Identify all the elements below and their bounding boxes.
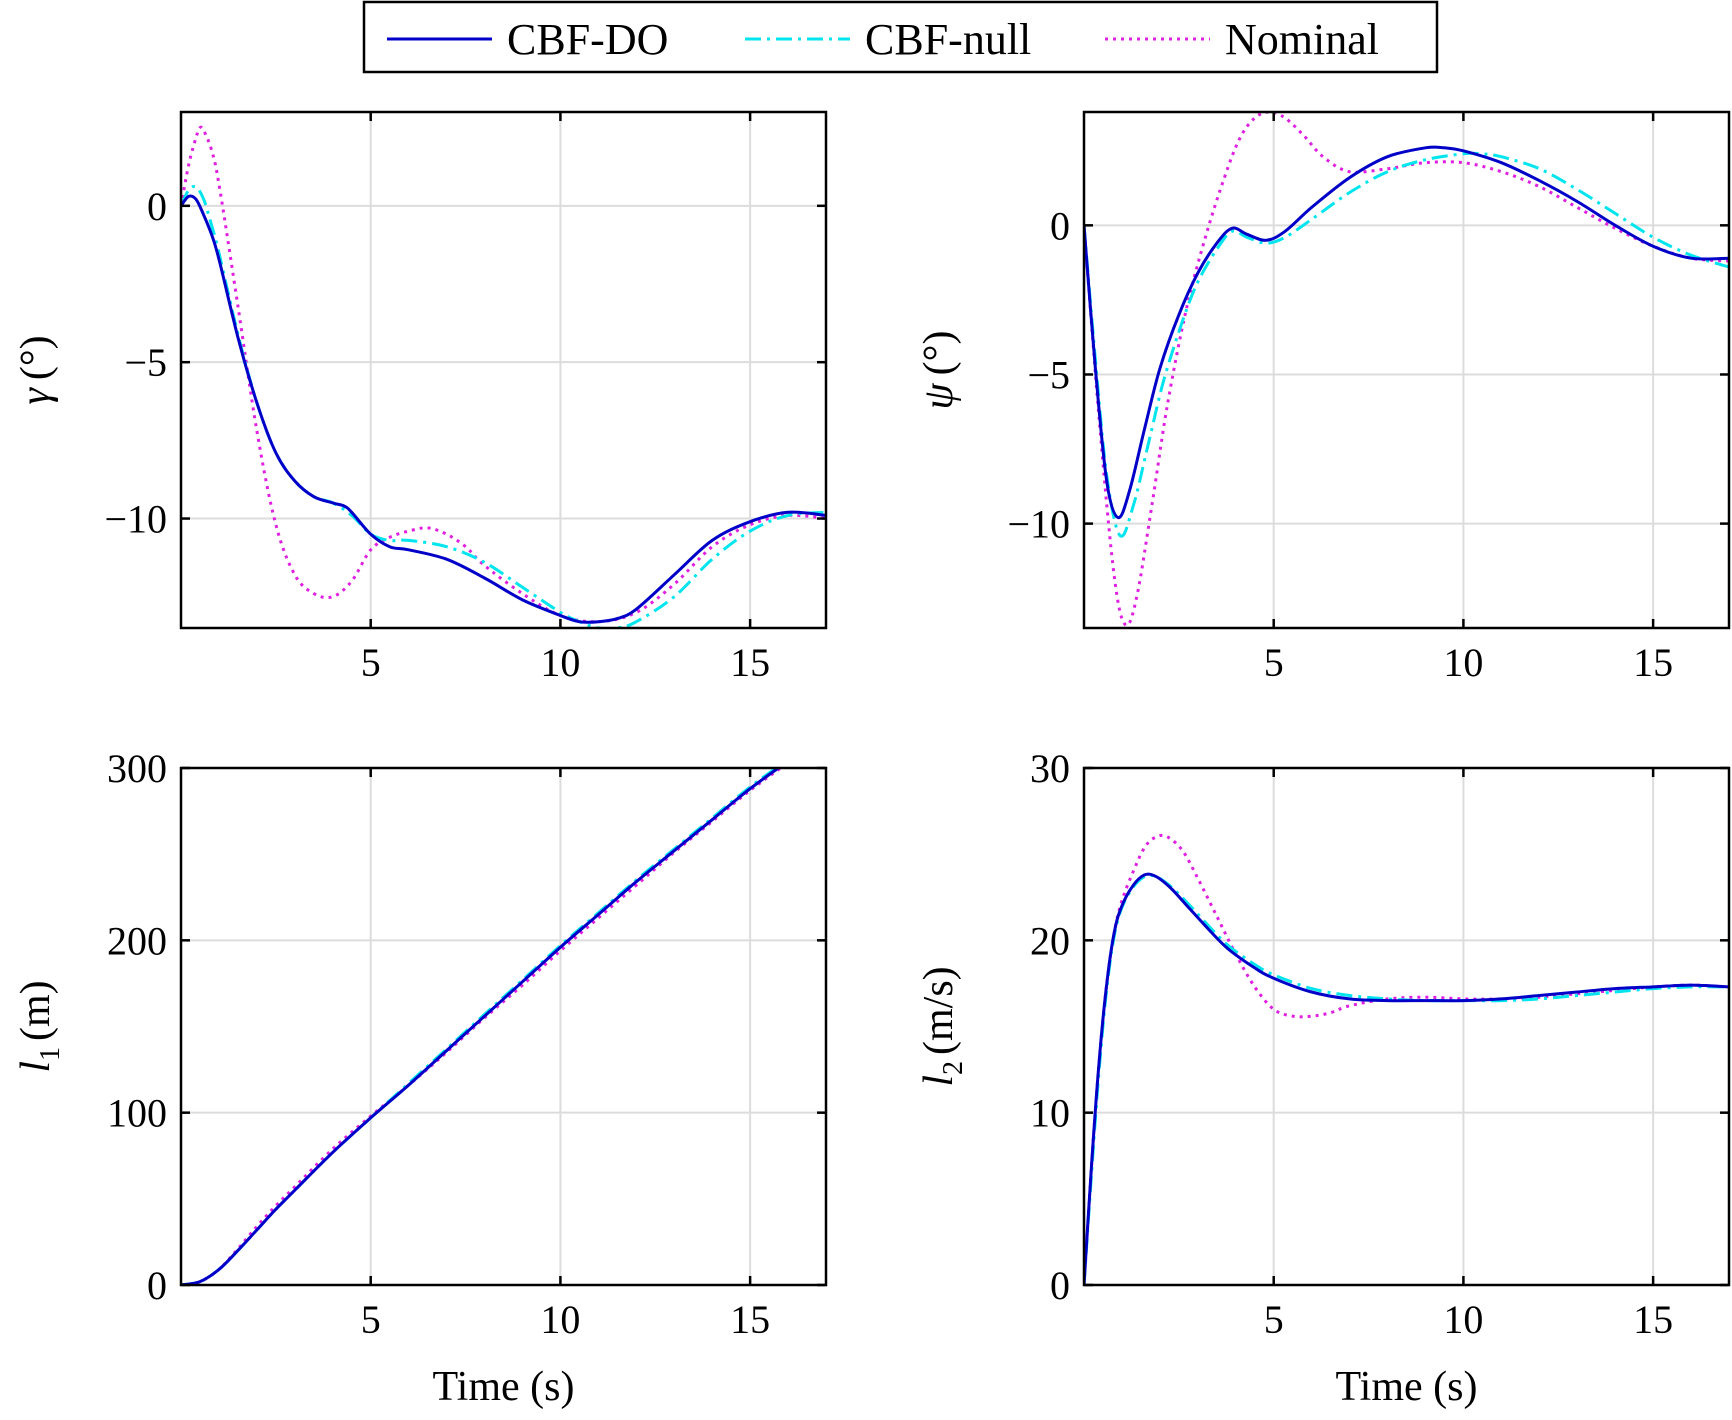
plot-frame: [179, 110, 828, 630]
x-tick-label-0: 5: [1264, 1297, 1284, 1342]
plot-area: [181, 112, 826, 628]
plot-frame: [1082, 110, 1731, 630]
series-line-nominal: [181, 125, 826, 624]
y-axis-label-unit: (m/s): [916, 966, 962, 1055]
y-axis-label: ψ (°): [916, 331, 962, 410]
y-tick-label-0: 0: [147, 184, 167, 229]
x-tick-label-2: 15: [730, 1297, 770, 1342]
y-tick-label-0: 0: [1050, 1263, 1070, 1308]
panel-psi: 5 10 15 0 −5 −10 ψ (°): [916, 110, 1731, 685]
y-tick-label-2: −10: [1007, 502, 1070, 547]
plot-area: [1084, 112, 1729, 628]
panel-l1: 5 10 15 0 100 200 300 l1 (m) Time (s): [13, 746, 828, 1410]
x-tick-label-0: 5: [361, 640, 381, 685]
legend-label-0: CBF-DO: [507, 15, 668, 64]
series-line-cbf-null: [1084, 873, 1729, 1285]
y-axis-label: l1 (m): [13, 980, 66, 1072]
x-tick-label-2: 15: [1633, 1297, 1673, 1342]
y-axis-label-symbol: l: [916, 1075, 962, 1087]
y-tick-label-1: 100: [107, 1091, 167, 1136]
y-axis-label: γ (°): [13, 335, 59, 404]
y-tick-label-2: −10: [104, 497, 167, 542]
plot-frame: [179, 766, 828, 1287]
y-axis-label-subscript: 1: [35, 1047, 66, 1061]
y-axis-label-subscript: 2: [938, 1061, 969, 1075]
y-axis-label-symbol: ψ: [916, 382, 962, 409]
plot-area: [181, 768, 826, 1285]
series-line-nominal: [1084, 112, 1729, 627]
y-axis-label: l2 (m/s): [916, 966, 969, 1086]
x-axis-label: Time (s): [433, 1364, 575, 1410]
y-tick-label-0: 0: [1050, 203, 1070, 248]
x-tick-label-1: 10: [1443, 1297, 1483, 1342]
y-tick-label-0: 0: [147, 1263, 167, 1308]
y-tick-label-3: 30: [1030, 746, 1070, 791]
y-tick-label-1: 10: [1030, 1091, 1070, 1136]
plot-frame: [1082, 766, 1731, 1287]
x-tick-label-2: 15: [1633, 640, 1673, 685]
panel-gamma: 5 10 15 0 −5 −10 γ (°): [13, 110, 828, 685]
x-tick-label-0: 5: [1264, 640, 1284, 685]
series-line-cbf-do: [1084, 872, 1729, 1285]
series-line-cbf-do: [181, 768, 782, 1285]
y-tick-label-3: 300: [107, 746, 167, 791]
y-axis-label-symbol: l: [13, 1061, 59, 1073]
y-tick-label-1: −5: [124, 340, 167, 385]
y-tick-label-1: −5: [1027, 352, 1070, 397]
x-tick-label-1: 10: [1443, 640, 1483, 685]
legend-label-1: CBF-null: [865, 15, 1031, 64]
x-tick-label-1: 10: [540, 1297, 580, 1342]
series-line-cbf-null: [1084, 151, 1729, 538]
x-tick-label-0: 5: [361, 1297, 381, 1342]
plot-area: [1084, 768, 1729, 1285]
y-axis-label-unit: (m): [13, 980, 59, 1041]
panel-l2: 5 10 15 0 10 20 30 l2 (m/s) Time (s): [916, 746, 1731, 1410]
y-tick-label-2: 20: [1030, 918, 1070, 963]
series-line-cbf-do: [181, 194, 826, 624]
y-axis-label-unit: (°): [916, 331, 962, 376]
y-tick-label-2: 200: [107, 918, 167, 963]
legend-box: [362, 0, 1439, 74]
x-tick-label-2: 15: [730, 640, 770, 685]
legend: CBF-DO CBF-null Nominal: [362, 0, 1439, 74]
y-axis-label-symbol: γ: [13, 387, 59, 405]
series-line-cbf-do: [1084, 145, 1729, 520]
y-axis-label-unit: (°): [13, 335, 59, 380]
x-axis-label: Time (s): [1336, 1364, 1478, 1410]
series-line-cbf-null: [181, 184, 826, 628]
legend-label-2: Nominal: [1225, 15, 1379, 64]
x-tick-label-1: 10: [540, 640, 580, 685]
